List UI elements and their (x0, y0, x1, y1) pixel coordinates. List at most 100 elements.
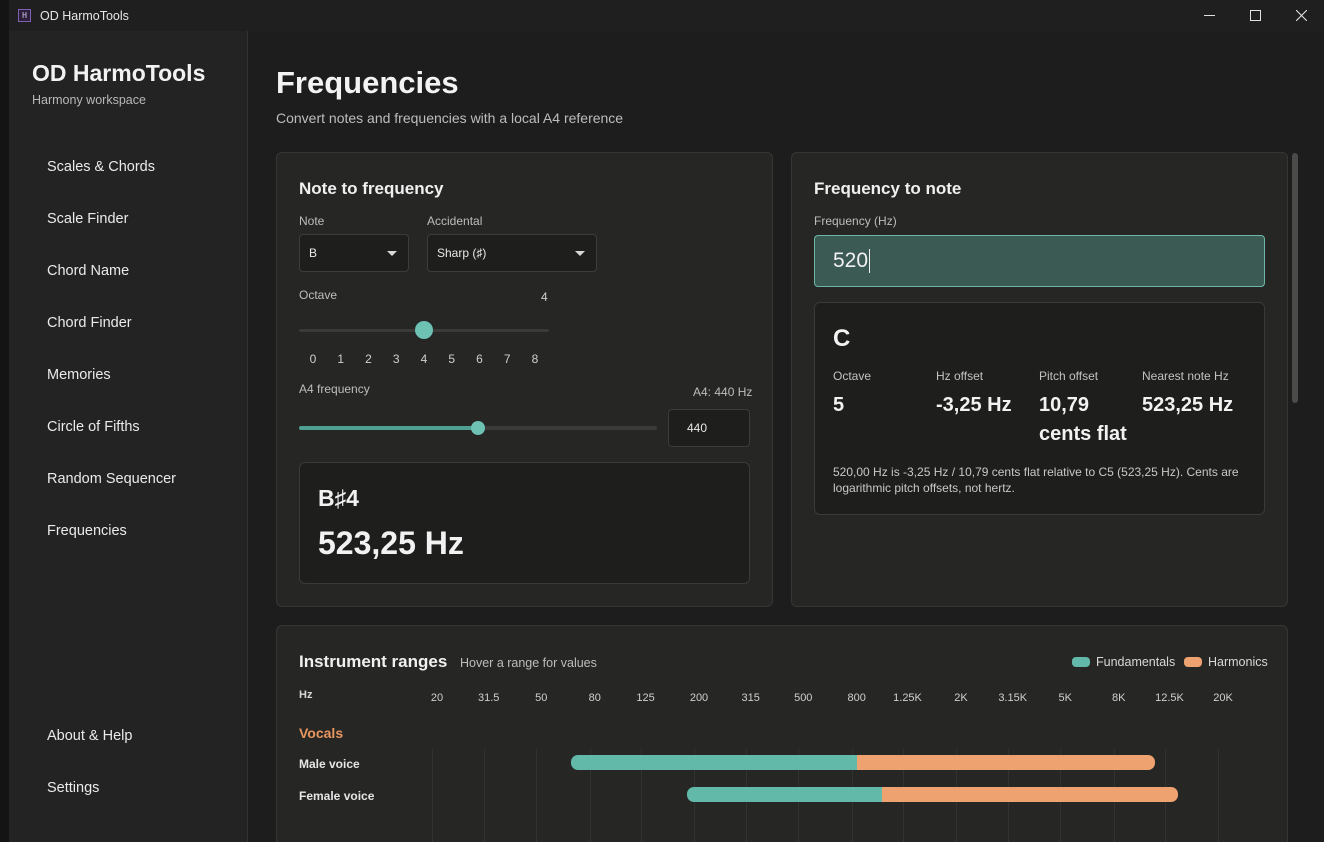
result-frequency: 523,25 Hz (318, 525, 464, 561)
sidebar-item-about-help[interactable]: About & Help (47, 728, 133, 744)
sidebar-item-settings[interactable]: Settings (47, 780, 100, 796)
window-title: OD HarmoTools (40, 8, 129, 23)
octave-tick-3: 3 (392, 352, 400, 366)
harmonic-bar-male-voice[interactable] (856, 755, 1155, 770)
octave-tick-6: 6 (476, 352, 483, 366)
hz-tick-3-15k: 3.15K (998, 692, 1028, 704)
octave-tick-0: 0 (309, 352, 317, 366)
note-to-frequency-card: Note to frequency Note B Accidental Shar… (276, 152, 773, 607)
row-label-female-voice: Female voice (299, 789, 375, 803)
hz-tick-50: 50 (535, 692, 548, 704)
stat-hz-offset-value: -3,25 Hz (936, 394, 1012, 416)
ranges-hint: Hover a range for values (460, 656, 597, 670)
a4-number-input[interactable]: 440 (668, 409, 750, 447)
frequency-label: Frequency (Hz) (814, 214, 897, 228)
stat-pitch-offset-label: Pitch offset (1039, 369, 1099, 383)
fundamental-bar-female-voice[interactable] (687, 787, 883, 802)
fundamental-bar-male-voice[interactable] (571, 755, 857, 770)
stat-octave-label: Octave (833, 369, 872, 383)
window-edge (0, 0, 9, 842)
note-select-value: B (309, 246, 318, 260)
sidebar-item-scales-chords[interactable]: Scales & Chords (47, 159, 155, 175)
gridline (432, 749, 433, 842)
octave-slider-thumb[interactable] (415, 321, 433, 339)
sidebar-bottom-nav: About & Help Settings (9, 710, 247, 814)
legend-fundamentals: Fundamentals (1072, 655, 1175, 669)
accidental-select[interactable]: Sharp (♯) (427, 234, 597, 272)
sidebar: OD HarmoTools Harmony workspace Scales &… (9, 31, 248, 842)
hz-tick-800: 800 (847, 692, 866, 704)
hz-tick-1-25k: 1.25K (893, 692, 922, 704)
page-title: Frequencies (276, 65, 459, 100)
sidebar-item-frequencies[interactable]: Frequencies (47, 523, 127, 539)
app-logo-icon: H (18, 9, 31, 22)
accidental-select-value: Sharp (♯) (437, 246, 487, 260)
octave-slider-track[interactable] (299, 321, 549, 339)
note-result-panel: B♯4 523,25 Hz (299, 462, 750, 584)
card-title: Frequency to note (814, 179, 962, 198)
stat-octave-value: 5 (833, 394, 845, 416)
hz-tick-80: 80 (588, 692, 601, 704)
sidebar-item-chord-name[interactable]: Chord Name (47, 263, 130, 279)
hz-tick-500: 500 (794, 692, 813, 704)
legend-fundamentals-label: Fundamentals (1096, 655, 1176, 669)
octave-tick-2: 2 (365, 352, 372, 366)
window-controls (1186, 0, 1324, 31)
maximize-icon[interactable] (1232, 0, 1278, 31)
card-title: Note to frequency (299, 179, 444, 198)
hz-tick-12-5k: 12.5K (1155, 692, 1184, 704)
stat-nearest-note-label: Nearest note Hz (1142, 369, 1229, 383)
a4-readout: A4: 440 Hz (693, 385, 753, 399)
octave-tick-8: 8 (531, 352, 539, 366)
octave-tick-labels: 0 1 2 3 4 5 6 7 8 (309, 352, 539, 368)
sidebar-item-random-sequencer[interactable]: Random Sequencer (47, 471, 176, 487)
stat-hz-offset-label: Hz offset (936, 369, 984, 383)
minimize-icon[interactable] (1186, 0, 1232, 31)
axis-label: Hz (299, 689, 313, 701)
close-icon[interactable] (1278, 0, 1324, 31)
vertical-scrollbar[interactable] (1292, 153, 1298, 403)
octave-tick-4: 4 (420, 352, 428, 366)
text-cursor (869, 249, 871, 273)
octave-value: 4 (541, 290, 548, 304)
frequency-description: 520,00 Hz is -3,25 Hz / 10,79 cents flat… (833, 465, 1239, 495)
sidebar-item-scale-finder[interactable]: Scale Finder (47, 211, 129, 227)
hz-tick-315: 315 (741, 692, 760, 704)
note-select[interactable]: B (299, 234, 409, 272)
gridline (589, 749, 591, 842)
title-bar: H OD HarmoTools (9, 0, 1324, 31)
hz-tick-20: 20 (430, 692, 444, 704)
page-subtitle: Convert notes and frequencies with a loc… (276, 110, 624, 126)
accidental-label: Accidental (427, 214, 483, 228)
main-content: Frequencies Convert notes and frequencie… (248, 31, 1324, 842)
stat-pitch-offset-value: 10,79 cents flat (1039, 394, 1127, 445)
gridline (1218, 749, 1219, 842)
chevron-down-icon (387, 251, 397, 256)
hz-tick-5k: 5K (1058, 692, 1072, 704)
octave-tick-7: 7 (503, 352, 511, 366)
frequency-axis-ticks: 20 31.5 50 80 125 200 315 500 800 1.25K 2K 3.15K 5K 8… (277, 692, 1289, 706)
group-vocals-label: Vocals (299, 725, 344, 741)
hz-tick-20k: 20K (1213, 692, 1233, 704)
frequency-input[interactable]: 520 (814, 235, 1265, 287)
sidebar-item-memories[interactable]: Memories (47, 367, 111, 383)
a4-slider-fill (299, 426, 478, 430)
harmonic-bar-female-voice[interactable] (882, 787, 1179, 802)
card-title: Instrument ranges (299, 652, 448, 671)
octave-label: Octave (299, 288, 338, 302)
row-label-male-voice: Male voice (299, 757, 360, 771)
a4-frequency-label: A4 frequency (299, 382, 370, 396)
sidebar-item-chord-finder[interactable]: Chord Finder (47, 315, 132, 331)
stat-nearest-note-value: 523,25 Hz (1142, 394, 1234, 416)
frequency-input-value: 520 (833, 249, 869, 272)
legend-harmonics: Harmonics (1184, 655, 1268, 669)
a4-slider-thumb[interactable] (471, 421, 485, 435)
chevron-down-icon (575, 251, 585, 256)
legend-harmonics-label: Harmonics (1208, 655, 1268, 669)
instrument-ranges-card: Instrument ranges Hover a range for valu… (276, 625, 1288, 842)
sidebar-item-circle-of-fifths[interactable]: Circle of Fifths (47, 419, 140, 435)
sidebar-nav: Scales & Chords Scale Finder Chord Name … (9, 141, 247, 557)
app-brand: OD HarmoTools (32, 60, 206, 86)
fundamentals-swatch-icon (1072, 657, 1090, 667)
a4-slider-track[interactable] (299, 421, 657, 435)
